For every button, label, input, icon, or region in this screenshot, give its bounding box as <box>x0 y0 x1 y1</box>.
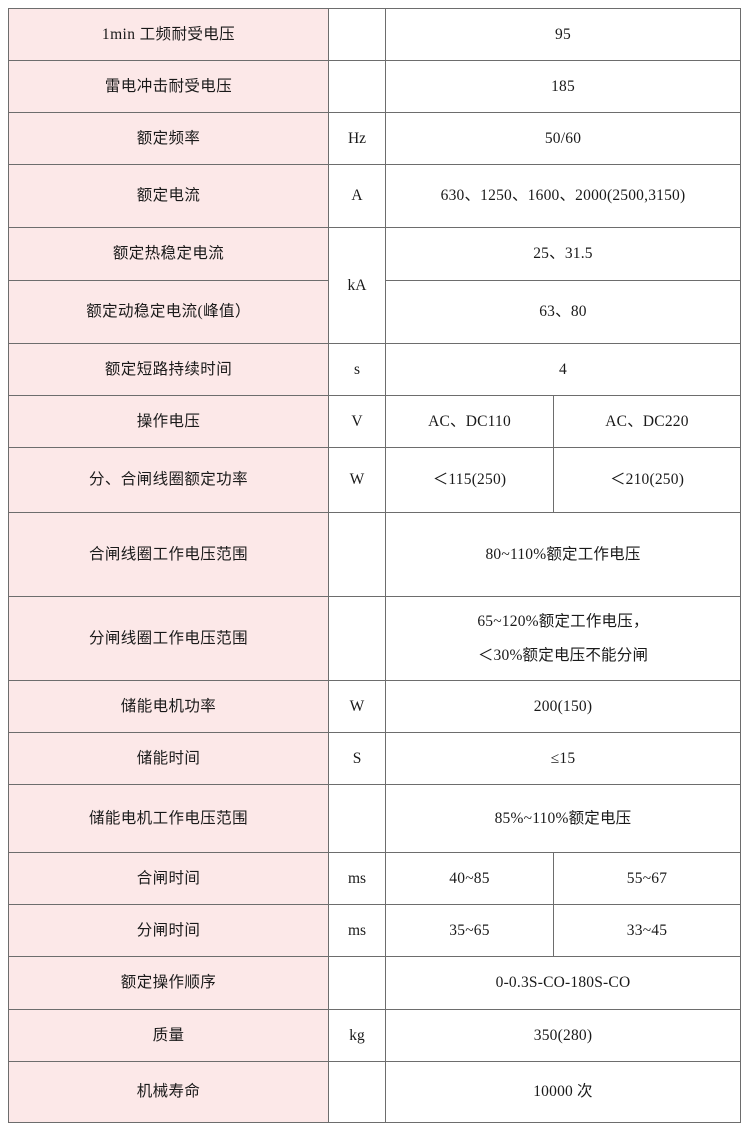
table-row: 合闸时间 ms 40~85 55~67 <box>8 852 741 905</box>
table-row: 储能时间 S ≤15 <box>8 732 741 785</box>
table-row: 额定热稳定电流 kA 25、31.5 <box>8 227 741 344</box>
row-unit-mechanical-life <box>328 1061 386 1123</box>
table-row: 1min 工频耐受电压 95 <box>8 8 741 61</box>
row-label-opening-time: 分闸时间 <box>8 904 329 957</box>
row-unit-coil-rated-power: W <box>328 447 386 513</box>
row-unit-opening-time: ms <box>328 904 386 957</box>
row-value-opening-time-right: 33~45 <box>553 904 741 957</box>
row-unit-mass: kg <box>328 1009 386 1062</box>
row-value-energy-storage-time: ≤15 <box>385 732 741 785</box>
row-value-spring-motor-power: 200(150) <box>385 680 741 733</box>
row-label-rated-short-circuit-duration: 额定短路持续时间 <box>8 343 329 396</box>
specification-table: 1min 工频耐受电压 95 雷电冲击耐受电压 185 额定频率 Hz 50/6… <box>8 8 741 1123</box>
row-unit-rated-operating-sequence <box>328 956 386 1010</box>
row-label-rated-current: 额定电流 <box>8 164 329 228</box>
row-label-lightning-impulse-withstand-voltage: 雷电冲击耐受电压 <box>8 60 329 113</box>
row-unit-motor-voltage-range <box>328 784 386 853</box>
table-row: 雷电冲击耐受电压 185 <box>8 60 741 113</box>
row-label-mass: 质量 <box>8 1009 329 1062</box>
table-row: 分闸线圈工作电压范围 65~120%额定工作电压， ＜30%额定电压不能分闸 <box>8 596 741 681</box>
row-value-opening-coil-voltage-range: 65~120%额定工作电压， ＜30%额定电压不能分闸 <box>385 596 741 681</box>
row-value-operating-voltage-left: AC、DC110 <box>385 395 554 448</box>
table-row: 额定电流 A 630、1250、1600、2000(2500,3150) <box>8 164 741 228</box>
row-unit-rated-short-circuit-duration: s <box>328 343 386 396</box>
row-unit-closing-time: ms <box>328 852 386 905</box>
table-row: 储能电机功率 W 200(150) <box>8 680 741 733</box>
row-label-motor-voltage-range: 储能电机工作电压范围 <box>8 784 329 853</box>
opening-coil-voltage-line2: ＜30%额定电压不能分闸 <box>477 647 649 664</box>
row-unit-spring-motor-power: W <box>328 680 386 733</box>
row-value-rated-thermal-stability-current: 25、31.5 <box>385 227 741 281</box>
row-value-coil-rated-power-right: ＜210(250) <box>553 447 741 513</box>
row-unit-operating-voltage: V <box>328 395 386 448</box>
row-label-spring-motor-power: 储能电机功率 <box>8 680 329 733</box>
row-unit-lightning-impulse-withstand-voltage <box>328 60 386 113</box>
row-label-mechanical-life: 机械寿命 <box>8 1061 329 1123</box>
opening-coil-voltage-line1: 65~120%额定工作电压， <box>477 612 649 630</box>
table-row: 质量 kg 350(280) <box>8 1009 741 1062</box>
table-row: 额定短路持续时间 s 4 <box>8 343 741 396</box>
row-value-rated-operating-sequence: 0-0.3S-CO-180S-CO <box>385 956 741 1010</box>
row-value-mass: 350(280) <box>385 1009 741 1062</box>
row-unit-rated-frequency: Hz <box>328 112 386 165</box>
row-label-closing-coil-voltage-range: 合闸线圈工作电压范围 <box>8 512 329 597</box>
row-unit-ka-merged: kA <box>328 227 386 344</box>
row-value-rated-short-circuit-duration: 4 <box>385 343 741 396</box>
row-value-coil-rated-power-left: ＜115(250) <box>385 447 554 513</box>
row-unit-power-frequency-withstand-voltage <box>328 8 386 61</box>
table-row: 合闸线圈工作电压范围 80~110%额定工作电压 <box>8 512 741 597</box>
row-label-energy-storage-time: 储能时间 <box>8 732 329 785</box>
table-row: 额定操作顺序 0-0.3S-CO-180S-CO <box>8 956 741 1010</box>
row-unit-opening-coil-voltage-range <box>328 596 386 681</box>
row-value-rated-current: 630、1250、1600、2000(2500,3150) <box>385 164 741 228</box>
row-value-motor-voltage-range: 85%~110%额定电压 <box>385 784 741 853</box>
row-label-power-frequency-withstand-voltage: 1min 工频耐受电压 <box>8 8 329 61</box>
table-row: 分、合闸线圈额定功率 W ＜115(250) ＜210(250) <box>8 447 741 513</box>
row-value-operating-voltage-right: AC、DC220 <box>553 395 741 448</box>
row-label-rated-operating-sequence: 额定操作顺序 <box>8 956 329 1010</box>
table-row: 额定频率 Hz 50/60 <box>8 112 741 165</box>
row-value-closing-time-right: 55~67 <box>553 852 741 905</box>
row-label-rated-frequency: 额定频率 <box>8 112 329 165</box>
row-value-power-frequency-withstand-voltage: 95 <box>385 8 741 61</box>
row-unit-energy-storage-time: S <box>328 732 386 785</box>
row-value-mechanical-life: 10000 次 <box>385 1061 741 1123</box>
row-value-rated-frequency: 50/60 <box>385 112 741 165</box>
row-label-rated-thermal-stability-current: 额定热稳定电流 <box>8 227 329 281</box>
row-value-closing-coil-voltage-range: 80~110%额定工作电压 <box>385 512 741 597</box>
row-label-closing-time: 合闸时间 <box>8 852 329 905</box>
table-row: 机械寿命 10000 次 <box>8 1061 741 1123</box>
row-value-lightning-impulse-withstand-voltage: 185 <box>385 60 741 113</box>
row-unit-rated-current: A <box>328 164 386 228</box>
table-row: 操作电压 V AC、DC110 AC、DC220 <box>8 395 741 448</box>
row-label-rated-dynamic-stability-current: 额定动稳定电流(峰值） <box>8 280 329 344</box>
row-label-opening-coil-voltage-range: 分闸线圈工作电压范围 <box>8 596 329 681</box>
table-row: 额定动稳定电流(峰值） 63、80 <box>8 280 741 344</box>
table-row: 分闸时间 ms 35~65 33~45 <box>8 904 741 957</box>
row-value-closing-time-left: 40~85 <box>385 852 554 905</box>
table-row: 储能电机工作电压范围 85%~110%额定电压 <box>8 784 741 853</box>
row-label-coil-rated-power: 分、合闸线圈额定功率 <box>8 447 329 513</box>
row-label-operating-voltage: 操作电压 <box>8 395 329 448</box>
row-value-opening-time-left: 35~65 <box>385 904 554 957</box>
row-value-rated-dynamic-stability-current: 63、80 <box>385 280 741 344</box>
spec-table-body: 1min 工频耐受电压 95 雷电冲击耐受电压 185 额定频率 Hz 50/6… <box>8 8 741 1123</box>
row-unit-closing-coil-voltage-range <box>328 512 386 597</box>
